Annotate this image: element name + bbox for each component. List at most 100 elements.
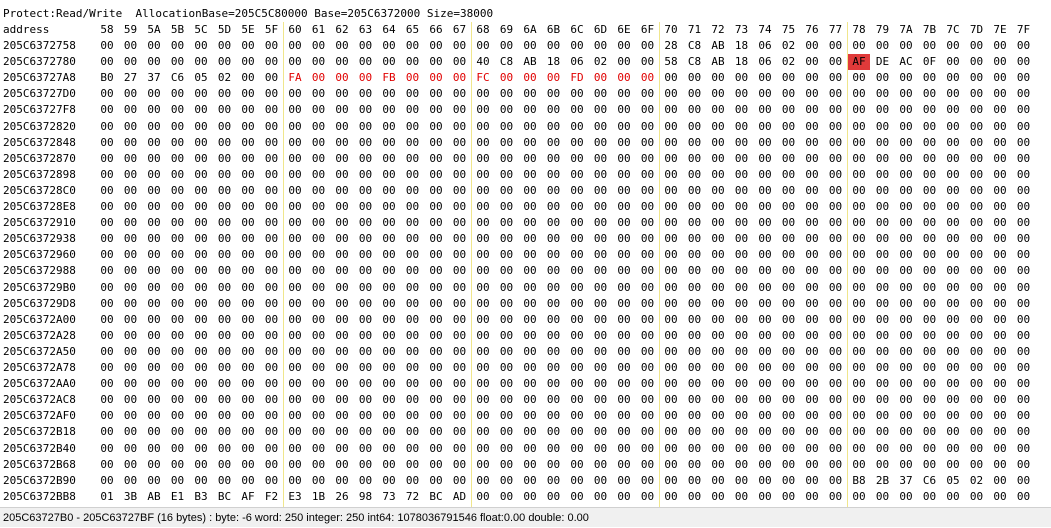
- hex-byte-cell[interactable]: 00: [640, 312, 655, 326]
- hex-byte-cell[interactable]: 00: [805, 280, 819, 294]
- hex-byte-cell[interactable]: 00: [429, 183, 443, 197]
- hex-byte-cell[interactable]: 00: [711, 167, 725, 181]
- hex-byte-cell[interactable]: 00: [405, 361, 420, 374]
- hex-byte-cell[interactable]: 00: [288, 119, 302, 133]
- hex-byte-cell[interactable]: 00: [687, 328, 702, 342]
- hex-byte-cell[interactable]: 00: [687, 377, 702, 391]
- hex-byte-cell[interactable]: 00: [358, 264, 373, 278]
- hex-byte-cell[interactable]: 00: [405, 344, 420, 358]
- hex-byte-cell[interactable]: 00: [546, 425, 561, 439]
- hex-byte-cell[interactable]: 00: [570, 39, 584, 52]
- hex-byte-cell[interactable]: 00: [922, 409, 937, 423]
- hex-byte-cell[interactable]: 00: [217, 55, 232, 69]
- hex-byte-cell[interactable]: 00: [993, 457, 1007, 471]
- hex-byte-cell[interactable]: 00: [570, 393, 584, 407]
- hex-byte-cell[interactable]: 00: [805, 409, 819, 423]
- hex-byte-cell[interactable]: 00: [993, 393, 1007, 407]
- hex-byte-cell[interactable]: 00: [734, 71, 749, 85]
- hex-byte-cell[interactable]: 00: [852, 39, 866, 52]
- hex-byte-cell[interactable]: 00: [828, 361, 843, 374]
- hex-byte-cell[interactable]: 02: [969, 473, 984, 487]
- hex-byte-cell[interactable]: 00: [593, 328, 608, 342]
- hex-byte-cell[interactable]: AB: [711, 39, 725, 52]
- row-address[interactable]: 205C6372A78: [3, 361, 76, 374]
- hex-byte-cell[interactable]: 00: [335, 441, 349, 455]
- hex-byte-cell[interactable]: 00: [217, 361, 232, 374]
- hex-byte-cell[interactable]: 00: [429, 344, 443, 358]
- hex-byte-cell[interactable]: 00: [687, 264, 702, 278]
- hex-byte-cell[interactable]: 00: [452, 361, 467, 374]
- hex-byte-cell[interactable]: 00: [499, 393, 514, 407]
- hex-byte-cell[interactable]: 18: [734, 39, 749, 52]
- hex-byte-cell[interactable]: 00: [452, 103, 467, 117]
- hex-byte-cell[interactable]: 00: [946, 393, 960, 407]
- hex-byte-cell[interactable]: 00: [405, 248, 420, 262]
- hex-byte-cell[interactable]: 00: [405, 232, 420, 246]
- hex-byte-cell[interactable]: 00: [241, 87, 255, 101]
- hex-byte-cell[interactable]: 00: [194, 377, 208, 391]
- hex-byte-cell[interactable]: 00: [758, 216, 772, 230]
- hex-byte-cell[interactable]: 00: [100, 232, 114, 246]
- hex-byte-cell[interactable]: 37: [147, 71, 161, 85]
- hex-byte-cell[interactable]: 00: [147, 280, 161, 294]
- hex-byte-cell[interactable]: 00: [147, 103, 161, 117]
- hex-byte-cell[interactable]: 00: [875, 425, 890, 439]
- hex-byte-cell[interactable]: 00: [828, 409, 843, 423]
- hex-byte-cell[interactable]: 00: [358, 425, 373, 439]
- row-address[interactable]: 205C63727D0: [3, 87, 76, 101]
- hex-byte-cell[interactable]: 00: [335, 232, 349, 246]
- hex-byte-cell[interactable]: 00: [993, 232, 1007, 246]
- hex-byte-cell[interactable]: 00: [100, 328, 114, 342]
- hex-byte-cell[interactable]: 00: [523, 393, 537, 407]
- hex-byte-cell[interactable]: 00: [170, 119, 185, 133]
- hex-byte-cell[interactable]: 00: [405, 473, 420, 487]
- hex-byte-cell[interactable]: 00: [828, 377, 843, 391]
- hex-byte-cell[interactable]: 00: [617, 393, 631, 407]
- hex-byte-cell[interactable]: 00: [452, 441, 467, 455]
- hex-byte-cell[interactable]: 00: [570, 361, 584, 374]
- hex-byte-cell[interactable]: 00: [922, 151, 937, 165]
- hex-byte-cell[interactable]: 00: [758, 377, 772, 391]
- hex-byte-cell[interactable]: 06: [758, 39, 772, 52]
- hex-byte-cell[interactable]: 00: [593, 87, 608, 101]
- hex-byte-cell[interactable]: 00: [123, 328, 138, 342]
- hex-byte-cell[interactable]: 00: [852, 103, 866, 117]
- hex-byte-cell[interactable]: 00: [123, 135, 138, 149]
- hex-byte-cell[interactable]: 00: [969, 328, 984, 342]
- hex-byte-cell[interactable]: 00: [570, 344, 584, 358]
- hex-byte-cell[interactable]: 00: [781, 232, 796, 246]
- hex-byte-cell[interactable]: 00: [170, 232, 185, 246]
- hex-byte-cell[interactable]: 00: [922, 344, 937, 358]
- hex-byte-cell[interactable]: 00: [852, 71, 866, 85]
- row-address[interactable]: 205C6372B18: [3, 425, 76, 439]
- hex-byte-cell[interactable]: 00: [170, 312, 185, 326]
- hex-byte-cell[interactable]: 00: [593, 377, 608, 391]
- hex-byte-cell[interactable]: 00: [734, 296, 749, 310]
- hex-byte-cell[interactable]: 00: [264, 167, 279, 181]
- hex-byte-cell[interactable]: 00: [734, 135, 749, 149]
- hex-byte-cell[interactable]: 00: [546, 264, 561, 278]
- hex-byte-cell[interactable]: 00: [147, 409, 161, 423]
- hex-byte-cell[interactable]: 00: [640, 71, 655, 85]
- hex-byte-cell[interactable]: 00: [546, 489, 561, 503]
- hex-byte-cell[interactable]: 00: [194, 151, 208, 165]
- hex-byte-cell[interactable]: 00: [429, 393, 443, 407]
- hex-byte-cell[interactable]: 00: [546, 280, 561, 294]
- hex-byte-cell[interactable]: 00: [852, 489, 866, 503]
- hex-byte-cell[interactable]: 00: [687, 441, 702, 455]
- hex-byte-cell[interactable]: 00: [358, 135, 373, 149]
- hex-byte-cell[interactable]: 00: [711, 328, 725, 342]
- hex-byte-cell[interactable]: 00: [123, 409, 138, 423]
- hex-byte-cell[interactable]: 00: [288, 361, 302, 374]
- hex-byte-cell[interactable]: 00: [993, 328, 1007, 342]
- hex-byte-cell[interactable]: 00: [758, 425, 772, 439]
- hex-byte-cell[interactable]: 00: [711, 344, 725, 358]
- hex-byte-cell[interactable]: 00: [687, 409, 702, 423]
- hex-byte-cell[interactable]: 00: [170, 103, 185, 117]
- hex-byte-cell[interactable]: 00: [499, 377, 514, 391]
- hex-byte-cell[interactable]: 00: [922, 71, 937, 85]
- hex-byte-cell[interactable]: 00: [570, 232, 584, 246]
- hex-byte-cell[interactable]: 00: [147, 216, 161, 230]
- hex-byte-cell[interactable]: 00: [1016, 328, 1031, 342]
- hex-byte-cell[interactable]: 00: [993, 280, 1007, 294]
